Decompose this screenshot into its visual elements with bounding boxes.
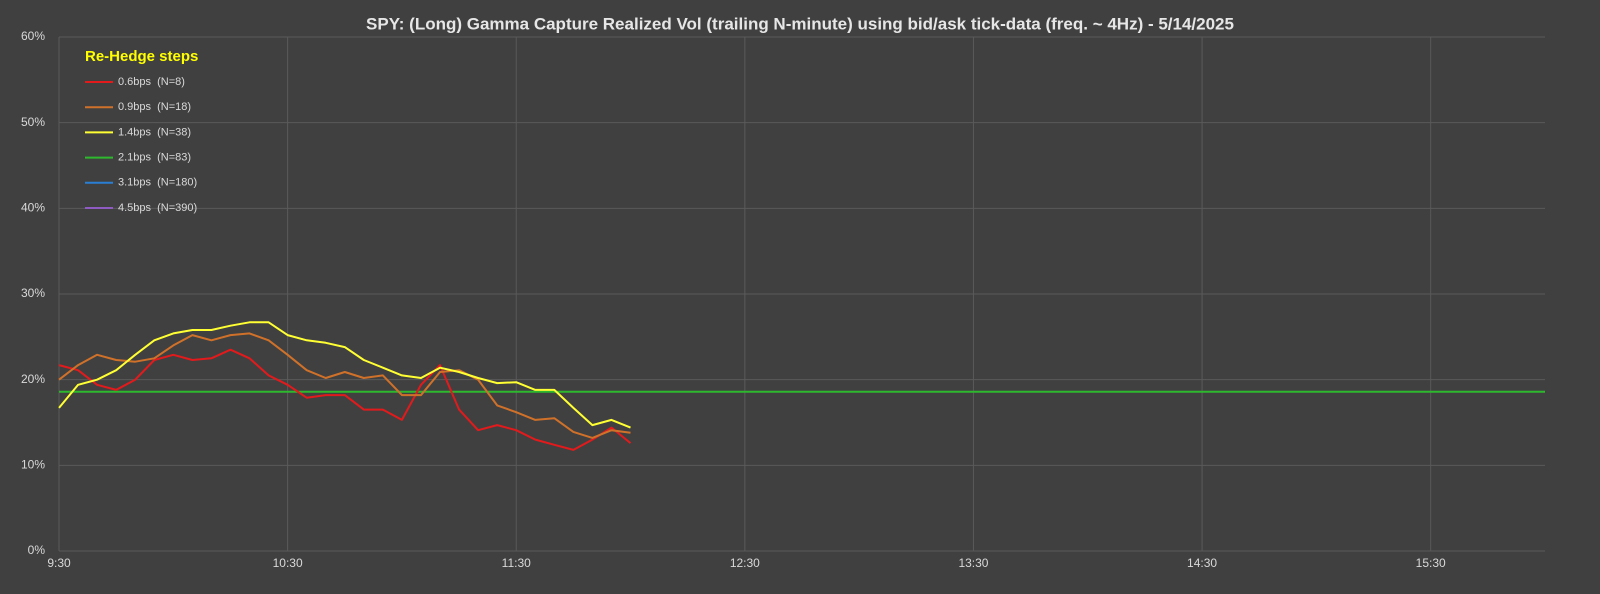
chart-title: SPY: (Long) Gamma Capture Realized Vol (… <box>366 14 1234 33</box>
series-line <box>58 332 631 439</box>
legend-label: 2.1bps (N=83) <box>118 152 191 164</box>
x-tick-label: 11:30 <box>502 556 531 570</box>
x-tick-label: 14:30 <box>1187 556 1217 570</box>
y-tick-label: 10% <box>21 458 45 472</box>
y-tick-label: 0% <box>28 543 46 557</box>
y-tick-label: 20% <box>21 372 45 386</box>
series-line <box>58 321 631 429</box>
x-tick-label: 12:30 <box>730 556 760 570</box>
legend-label: 0.6bps (N=8) <box>118 76 185 88</box>
legend-label: 1.4bps (N=38) <box>118 126 191 138</box>
x-tick-label: 13:30 <box>958 556 988 570</box>
y-tick-label: 60% <box>21 29 45 43</box>
legend-label: 3.1bps (N=180) <box>118 177 197 189</box>
legend-label: 4.5bps (N=390) <box>118 202 197 214</box>
y-tick-label: 30% <box>21 286 45 300</box>
x-tick-label: 9:30 <box>47 556 71 570</box>
legend-title: Re-Hedge steps <box>85 48 198 65</box>
y-tick-label: 40% <box>21 201 45 215</box>
legend-label: 0.9bps (N=18) <box>118 101 191 113</box>
x-tick-label: 15:30 <box>1416 556 1446 570</box>
series-line <box>58 348 632 451</box>
x-tick-label: 10:30 <box>273 556 303 570</box>
y-tick-label: 50% <box>21 115 45 129</box>
